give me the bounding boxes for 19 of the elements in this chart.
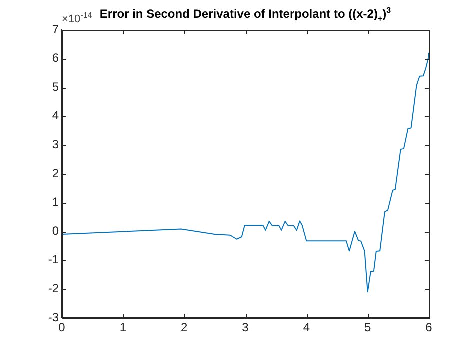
y-tick-label: 3 [52,138,60,152]
y-tick-label: 1 [52,195,60,210]
y-tick-label: 6 [52,51,60,66]
y-tick-label: 0 [52,224,60,238]
chart-title: Error in Second Derivative of Interpolant to ((x-2)$_{+}$)$^{3}$ [100,6,392,24]
x-tick-label: 5 [364,320,372,335]
x-tick-label: 2 [180,320,188,335]
y-tick-label: -2 [48,282,60,296]
y-tick-label: 7 [52,22,60,36]
x-tick-label: 4 [303,320,310,335]
y-tick-label: 2 [52,166,60,180]
y-tick-label: 4 [52,108,60,123]
x-tick-label: 1 [120,320,127,335]
y-tick-label: -3 [48,310,60,324]
y-tick-label: -1 [48,252,60,267]
x-tick-label: 3 [242,320,250,335]
text: ×10$^{-14}$ [62,11,92,26]
x-tick-label: 6 [426,320,433,335]
y-tick-label: 5 [52,80,60,94]
